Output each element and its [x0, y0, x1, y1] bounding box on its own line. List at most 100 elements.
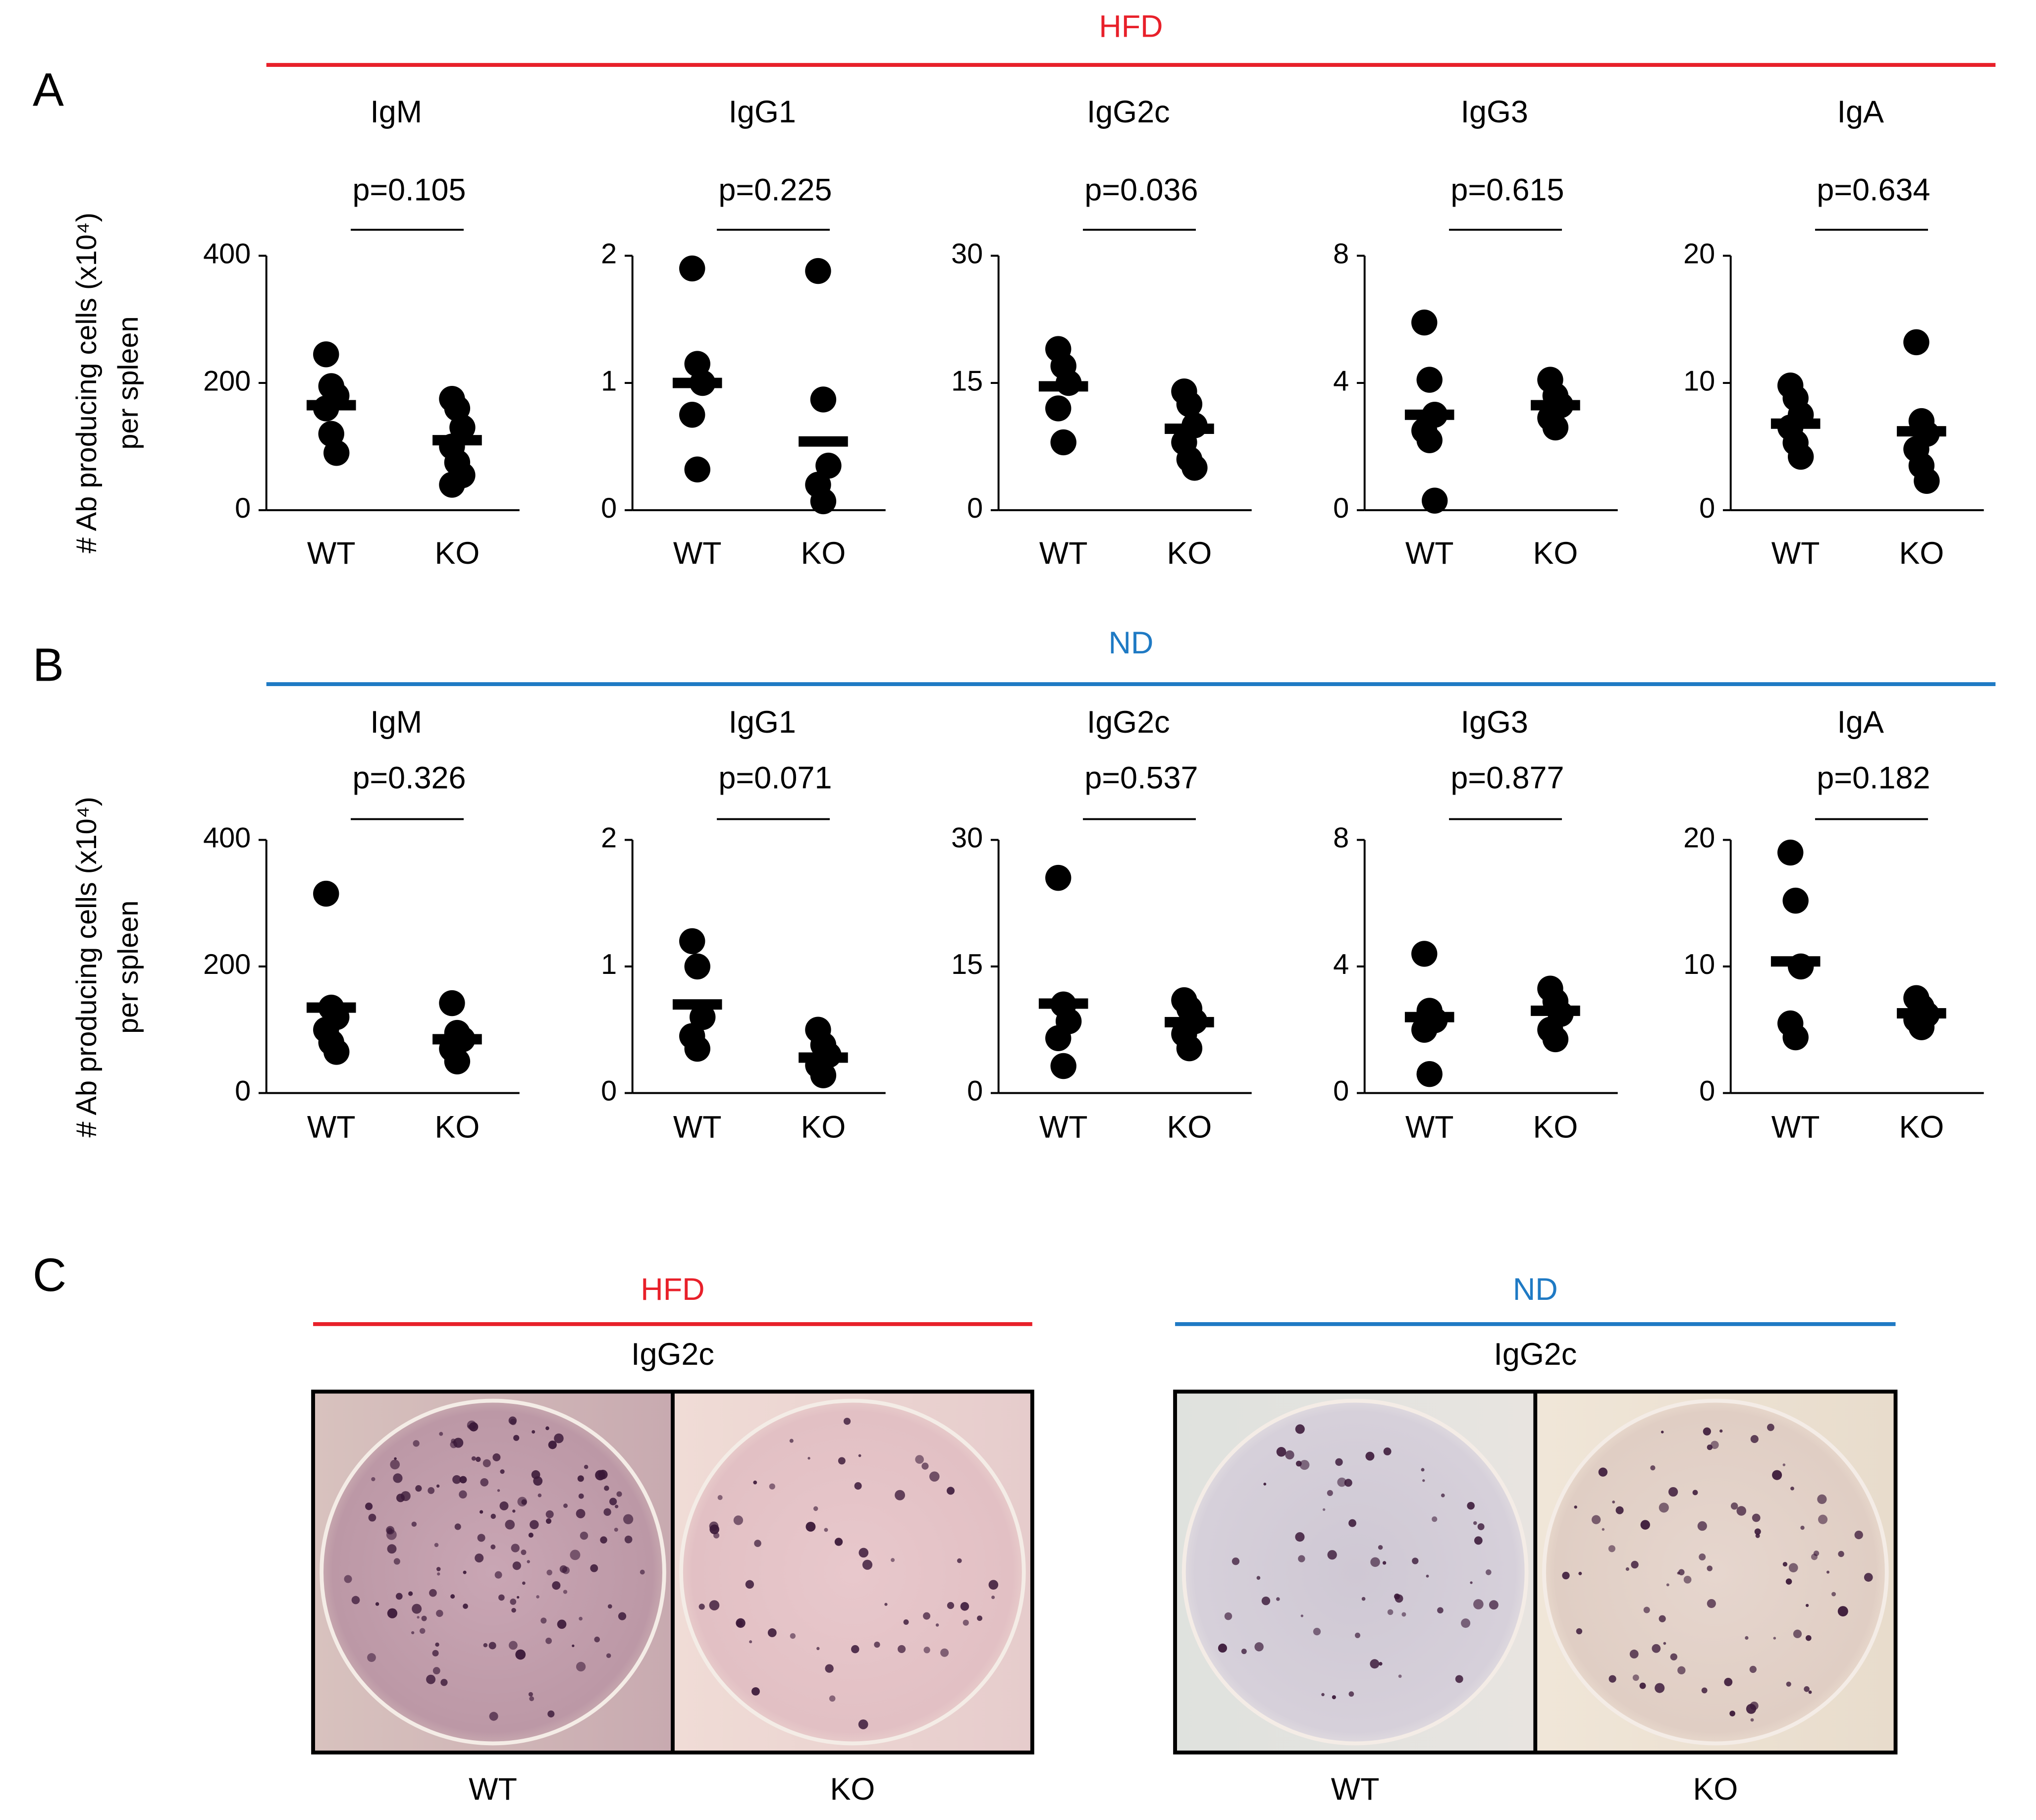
spot	[1659, 1615, 1666, 1622]
y-tick-label: 0	[235, 492, 251, 524]
spot	[1749, 1665, 1757, 1673]
chart-title: IgG2c	[1087, 95, 1170, 129]
spot	[1461, 1618, 1471, 1628]
well	[1181, 1398, 1529, 1746]
spot	[554, 1433, 564, 1444]
spot	[1276, 1597, 1280, 1601]
row-label: HFD	[1099, 9, 1163, 44]
spot	[467, 1420, 477, 1430]
y-axis-label: per spleen	[112, 316, 144, 449]
spot	[1703, 1427, 1711, 1436]
y-tick-label: 400	[203, 238, 251, 269]
spot	[1477, 1523, 1485, 1530]
chart-title: IgG1	[729, 95, 796, 129]
data-point	[1903, 329, 1929, 356]
spot	[929, 1471, 940, 1482]
spot	[411, 1631, 415, 1635]
spot	[851, 1645, 859, 1654]
spot	[1806, 1604, 1809, 1607]
spot	[923, 1612, 931, 1620]
spot	[618, 1612, 627, 1620]
mean-bar	[1038, 998, 1088, 1009]
spot	[1754, 1528, 1761, 1535]
spot	[1782, 1562, 1788, 1567]
spot	[1348, 1519, 1356, 1527]
data-point	[1050, 1053, 1076, 1079]
spot	[1793, 1629, 1802, 1638]
spot	[1398, 1674, 1402, 1678]
data-point	[1050, 429, 1076, 456]
spot	[480, 1478, 489, 1487]
spot	[387, 1608, 398, 1618]
spot	[1608, 1545, 1615, 1552]
spot	[528, 1692, 533, 1697]
x-tick-label: WT	[1039, 536, 1088, 571]
spot	[1298, 1555, 1305, 1562]
spot	[1818, 1514, 1828, 1524]
spot	[709, 1524, 719, 1535]
x-tick-label: WT	[307, 536, 356, 571]
spot	[1785, 1578, 1792, 1585]
spot	[1474, 1536, 1483, 1545]
spot	[413, 1440, 420, 1447]
data-point	[1411, 941, 1438, 967]
spot	[432, 1667, 440, 1675]
spot	[1232, 1557, 1240, 1565]
x-tick-label: WT	[1039, 1110, 1088, 1144]
y-tick-label: 2	[601, 822, 617, 854]
spot	[1750, 1701, 1759, 1711]
data-point	[810, 386, 837, 413]
antibody-label: IgG2c	[1494, 1337, 1577, 1372]
data-point	[679, 255, 705, 282]
spot	[709, 1600, 720, 1610]
spot	[963, 1619, 969, 1626]
y-axis-label: # Ab producing cells (x10⁴)	[71, 213, 103, 553]
spot	[609, 1498, 617, 1505]
x-tick-label: WT	[673, 536, 722, 571]
x-tick-label: KO	[1533, 1110, 1578, 1144]
spot	[614, 1527, 618, 1532]
p-value: p=0.326	[352, 761, 466, 796]
mean-bar	[432, 1034, 482, 1045]
spot	[624, 1535, 633, 1544]
spot	[1837, 1606, 1848, 1617]
spot	[463, 1604, 468, 1609]
spot	[432, 1650, 439, 1657]
x-tick-label: KO	[1899, 1110, 1944, 1144]
spot	[528, 1532, 534, 1538]
spot	[915, 1455, 924, 1464]
spot	[1707, 1565, 1713, 1571]
spot	[1321, 1693, 1325, 1697]
mean-bar	[306, 400, 356, 411]
spot	[454, 1523, 461, 1530]
p-value: p=0.877	[1450, 761, 1564, 796]
spot	[559, 1565, 568, 1573]
spot	[769, 1483, 775, 1490]
spot	[489, 1712, 498, 1721]
spot	[1348, 1691, 1354, 1697]
well	[320, 1398, 666, 1746]
x-tick-label: KO	[801, 1110, 846, 1144]
spot	[1365, 1451, 1375, 1461]
spot	[1432, 1516, 1438, 1522]
spot	[499, 1501, 509, 1510]
spot	[895, 1490, 906, 1500]
spot	[923, 1647, 930, 1654]
spot	[475, 1553, 484, 1563]
y-tick-label: 0	[1333, 492, 1349, 524]
spot	[1745, 1636, 1749, 1640]
spot	[1788, 1563, 1798, 1573]
spot	[790, 1633, 796, 1639]
spot	[490, 1513, 496, 1519]
mean-bar	[1038, 381, 1088, 392]
spot	[1473, 1599, 1484, 1609]
spot	[1276, 1447, 1286, 1457]
spot	[1677, 1571, 1680, 1575]
spot	[991, 1595, 995, 1599]
spot	[375, 1602, 379, 1606]
spot	[1218, 1643, 1228, 1653]
spot	[843, 1417, 851, 1425]
spot	[1254, 1642, 1264, 1652]
p-value: p=0.634	[1817, 172, 1930, 207]
spot	[459, 1490, 467, 1499]
